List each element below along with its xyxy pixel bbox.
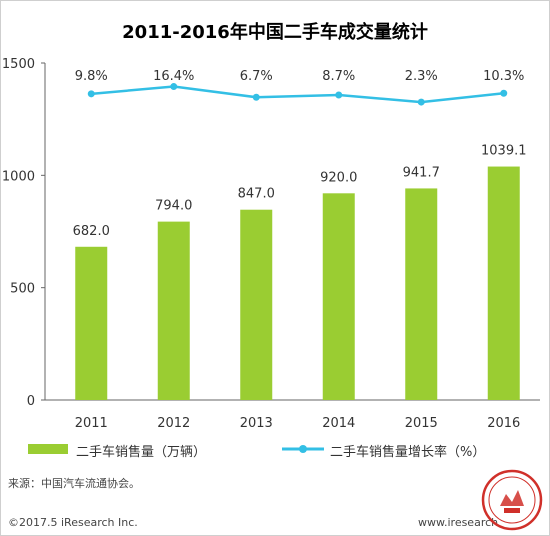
legend-bar-label: 二手车销售量（万辆） xyxy=(76,445,207,460)
x-tick-label: 2016 xyxy=(487,416,520,431)
x-tick-label: 2013 xyxy=(240,416,273,431)
legend-line-swatch xyxy=(282,445,324,453)
legend-line-label: 二手车销售量增长率（%） xyxy=(330,445,486,460)
bar-value-label: 1039.1 xyxy=(481,144,527,159)
growth-value-label: 6.7% xyxy=(240,69,273,84)
growth-point xyxy=(87,90,95,98)
growth-point xyxy=(252,93,260,101)
growth-value-label: 2.3% xyxy=(405,69,438,84)
bar xyxy=(75,246,108,400)
growth-value-label: 8.7% xyxy=(322,69,355,84)
bar-value-label: 920.0 xyxy=(320,170,357,185)
bar-value-label: 682.0 xyxy=(73,224,110,239)
growth-value-label: 16.4% xyxy=(153,69,194,84)
x-tick-label: 2015 xyxy=(405,416,438,431)
y-tick-label: 500 xyxy=(10,282,35,297)
growth-value-label: 10.3% xyxy=(483,69,524,84)
legend-bar-swatch xyxy=(28,444,68,454)
bar-value-label: 794.0 xyxy=(155,199,192,214)
y-tick-label: 1500 xyxy=(2,57,35,72)
growth-point xyxy=(500,89,508,97)
x-tick-label: 2014 xyxy=(322,416,355,431)
growth-point xyxy=(335,91,343,99)
growth-point xyxy=(417,98,425,106)
y-tick-label: 0 xyxy=(27,394,35,409)
bar xyxy=(157,221,190,400)
y-tick-label: 1000 xyxy=(2,169,35,184)
growth-line xyxy=(91,85,504,104)
x-tick-label: 2012 xyxy=(157,416,190,431)
source-note: 来源：中国汽车流通协会。 xyxy=(8,477,140,490)
chart-title: 2011-2016年中国二手车成交量统计 xyxy=(122,22,428,43)
x-tick-label: 2011 xyxy=(75,416,108,431)
chart-plot: 0 500 1000 1500 682.0 2011 794.0 2012 847.0 2013 9… xyxy=(2,57,540,431)
bar-value-label: 847.0 xyxy=(238,187,275,202)
bar xyxy=(405,188,438,400)
bar xyxy=(487,166,520,400)
bar xyxy=(322,193,355,400)
website-url[interactable]: www.iresearch xyxy=(418,516,499,529)
bar xyxy=(240,209,273,400)
growth-point xyxy=(170,83,178,91)
growth-value-label: 9.8% xyxy=(75,69,108,84)
copyright-text: ©2017.5 iResearch Inc. xyxy=(8,516,138,529)
seal-stamp-icon xyxy=(481,469,543,531)
bar-value-label: 941.7 xyxy=(403,165,440,180)
